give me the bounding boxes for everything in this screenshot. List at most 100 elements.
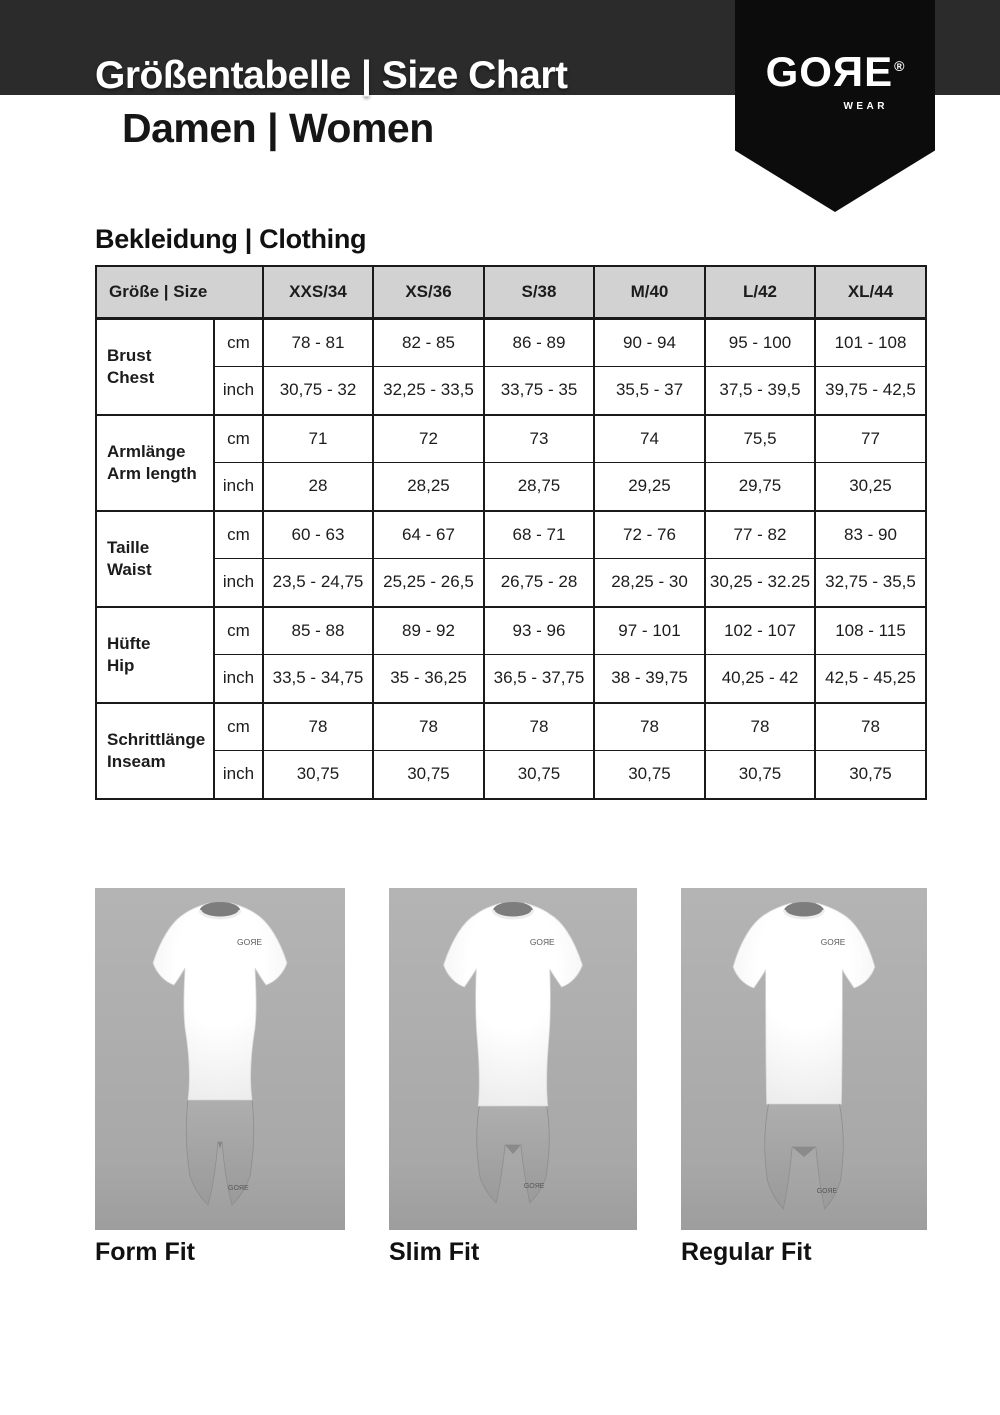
value-cell: 40,25 - 42 xyxy=(704,654,816,704)
shirt-regular-fit xyxy=(732,902,876,1105)
gore-logo: GOЯE® xyxy=(735,50,935,94)
value-cell: 75,5 xyxy=(704,413,816,463)
value-cell: 73 xyxy=(483,413,595,463)
table-row-inseam-cm: Schrittlänge Inseam cm 78 78 78 78 78 78 xyxy=(95,701,927,800)
value-cell: 32,25 - 33,5 xyxy=(372,366,485,416)
shorts-logo-text: GOЯE xyxy=(524,1183,545,1190)
value-cell: 78 xyxy=(372,701,485,751)
value-cell: 95 - 100 xyxy=(704,317,816,367)
chest-logo-text: GOЯE xyxy=(237,937,262,947)
value-cell: 32,75 - 35,5 xyxy=(814,558,927,608)
chest-logo-text: GOЯE xyxy=(821,937,846,947)
value-cell: 68 - 71 xyxy=(483,509,595,559)
table-row-hip-cm: Hüfte Hip cm 85 - 88 89 - 92 93 - 96 97 … xyxy=(95,605,927,704)
unit-cell: cm xyxy=(213,701,264,751)
regular-fit-outfit-illustration: GOЯE GOЯE xyxy=(681,888,927,1230)
value-cell: 26,75 - 28 xyxy=(483,558,595,608)
value-cell: 89 - 92 xyxy=(372,605,485,655)
measurement-label-armlength: Armlänge Arm length xyxy=(95,413,215,512)
unit-cell: cm xyxy=(213,413,264,463)
gore-wear-label: WEAR xyxy=(843,101,888,112)
value-cell: 33,75 - 35 xyxy=(483,366,595,416)
value-cell: 97 - 101 xyxy=(593,605,706,655)
fit-label-slim: Slim Fit xyxy=(389,1238,480,1266)
value-cell: 36,5 - 37,75 xyxy=(483,654,595,704)
value-cell: 102 - 107 xyxy=(704,605,816,655)
value-cell: 77 xyxy=(814,413,927,463)
value-cell: 71 xyxy=(262,413,374,463)
unit-cell: inch xyxy=(213,750,264,800)
size-header-xxs34: XXS/34 xyxy=(262,265,374,320)
value-cell: 78 xyxy=(483,701,595,751)
value-cell: 74 xyxy=(593,413,706,463)
brand-pennant: GOЯE® WEAR xyxy=(735,0,935,212)
value-cell: 108 - 115 xyxy=(814,605,927,655)
collar-opening xyxy=(784,902,824,918)
value-cell: 30,75 xyxy=(704,750,816,800)
measurement-label-chest: Brust Chest xyxy=(95,317,215,416)
form-fit-outfit-illustration: GOЯE GOЯE xyxy=(95,888,345,1230)
section-heading: Bekleidung | Clothing xyxy=(95,224,367,254)
shorts-logo-text: GOЯE xyxy=(817,1188,838,1195)
value-cell: 30,75 xyxy=(262,750,374,800)
value-cell: 33,5 - 34,75 xyxy=(262,654,374,704)
table-row-chest-cm: Brust Chest cm 78 - 81 82 - 85 86 - 89 9… xyxy=(95,317,927,416)
unit-cell: cm xyxy=(213,509,264,559)
value-cell: 23,5 - 24,75 xyxy=(262,558,374,608)
value-cell: 30,75 - 32 xyxy=(262,366,374,416)
value-cell: 28,25 xyxy=(372,462,485,512)
page-subtitle: Damen | Women xyxy=(122,105,434,151)
table-row-armlength-inch: inch 28 28,25 28,75 29,25 29,75 30,25 xyxy=(96,462,927,512)
value-cell: 39,75 - 42,5 xyxy=(814,366,927,416)
shirt-slim-fit xyxy=(443,902,583,1107)
table-row-chest-inch: inch 30,75 - 32 32,25 - 33,5 33,75 - 35 … xyxy=(96,366,927,416)
value-cell: 25,25 - 26,5 xyxy=(372,558,485,608)
gore-logo-text: GOЯE xyxy=(765,48,894,95)
unit-cell: cm xyxy=(213,317,264,367)
value-cell: 78 - 81 xyxy=(262,317,374,367)
table-row-hip-inch: inch 33,5 - 34,75 35 - 36,25 36,5 - 37,7… xyxy=(96,654,927,704)
value-cell: 28,75 xyxy=(483,462,595,512)
value-cell: 83 - 90 xyxy=(814,509,927,559)
value-cell: 85 - 88 xyxy=(262,605,374,655)
size-header-l42: L/42 xyxy=(704,265,816,320)
value-cell: 28,25 - 30 xyxy=(593,558,706,608)
value-cell: 35 - 36,25 xyxy=(372,654,485,704)
collar-opening xyxy=(200,902,240,918)
value-cell: 29,75 xyxy=(704,462,816,512)
value-cell: 30,75 xyxy=(483,750,595,800)
fit-label-form: Form Fit xyxy=(95,1238,195,1266)
value-cell: 29,25 xyxy=(593,462,706,512)
chest-logo-text: GOЯE xyxy=(530,937,555,947)
value-cell: 78 xyxy=(593,701,706,751)
unit-cell: inch xyxy=(213,558,264,608)
value-cell: 78 xyxy=(704,701,816,751)
value-cell: 30,25 xyxy=(814,462,927,512)
page-title: Größentabelle | Size Chart xyxy=(95,54,568,97)
value-cell: 86 - 89 xyxy=(483,317,595,367)
value-cell: 30,75 xyxy=(372,750,485,800)
unit-cell: inch xyxy=(213,654,264,704)
fit-label-regular: Regular Fit xyxy=(681,1238,812,1266)
value-cell: 38 - 39,75 xyxy=(593,654,706,704)
size-header-m40: M/40 xyxy=(593,265,706,320)
value-cell: 37,5 - 39,5 xyxy=(704,366,816,416)
measurement-label-inseam: Schrittlänge Inseam xyxy=(95,701,215,800)
collar-opening xyxy=(493,902,533,918)
value-cell: 93 - 96 xyxy=(483,605,595,655)
unit-cell: inch xyxy=(213,366,264,416)
size-header-s38: S/38 xyxy=(483,265,595,320)
value-cell: 60 - 63 xyxy=(262,509,374,559)
value-cell: 30,25 - 32.25 xyxy=(704,558,816,608)
value-cell: 90 - 94 xyxy=(593,317,706,367)
fit-figure-form: GOЯE GOЯE xyxy=(95,888,345,1230)
size-header-xl44: XL/44 xyxy=(814,265,927,320)
registered-mark-icon: ® xyxy=(894,58,906,74)
value-cell: 72 - 76 xyxy=(593,509,706,559)
value-cell: 78 xyxy=(262,701,374,751)
shorts-logo-text: GOЯE xyxy=(228,1185,249,1192)
value-cell: 35,5 - 37 xyxy=(593,366,706,416)
table-header-row: Größe | Size XXS/34 XS/36 S/38 M/40 L/42… xyxy=(95,265,927,320)
size-header-xs36: XS/36 xyxy=(372,265,485,320)
